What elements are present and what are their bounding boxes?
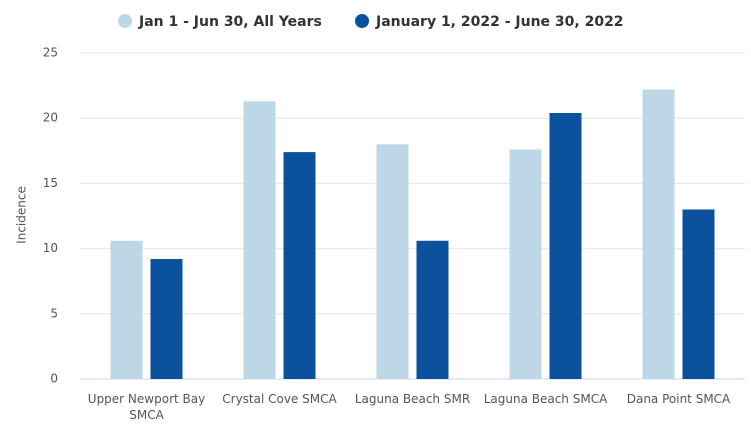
x-tick-label: Laguna Beach SMCA — [483, 392, 608, 406]
legend-swatch — [355, 14, 369, 28]
y-tick-label: 0 — [50, 372, 58, 386]
y-axis-label: Incidence — [15, 186, 29, 244]
y-tick-label: 25 — [43, 46, 58, 60]
bar — [110, 240, 143, 379]
legend-label: Jan 1 - Jun 30, All Years — [138, 14, 322, 30]
y-tick-label: 15 — [43, 176, 58, 190]
bar — [682, 209, 715, 379]
y-tick-label: 5 — [50, 306, 58, 320]
x-tick-label: Crystal Cove SMCA — [222, 392, 337, 406]
y-tick-label: 20 — [43, 111, 58, 125]
y-tick-label: 10 — [43, 241, 58, 255]
x-tick-label: Upper Newport Bay SMCA — [87, 392, 206, 422]
legend-swatch — [118, 14, 132, 28]
bar — [416, 240, 449, 379]
bar — [549, 112, 582, 379]
bar — [243, 101, 276, 380]
bar — [642, 89, 675, 380]
bar — [509, 149, 542, 379]
bar — [150, 259, 183, 379]
bar — [283, 152, 316, 379]
bar — [376, 144, 409, 379]
x-tick-label: Dana Point SMCA — [626, 392, 731, 406]
x-tick-label: Laguna Beach SMR — [354, 392, 471, 406]
legend-label: January 1, 2022 - June 30, 2022 — [375, 14, 624, 30]
